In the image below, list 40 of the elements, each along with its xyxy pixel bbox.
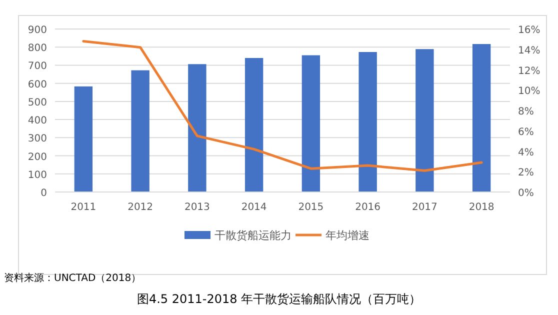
y2-tick-label: 4%	[518, 147, 534, 158]
y2-tick-label: 8%	[518, 106, 534, 118]
bar	[188, 64, 206, 192]
y-tick-label: 0	[40, 188, 47, 199]
x-tick-label: 2012	[128, 202, 154, 213]
y2-tick-label: 16%	[518, 25, 540, 36]
y2-tick-label: 2%	[518, 168, 534, 179]
y-tick-label: 600	[28, 79, 47, 90]
x-tick-label: 2014	[241, 202, 267, 213]
bar	[472, 44, 491, 192]
y2-tick-label: 10%	[518, 86, 540, 98]
y-tick-label: 800	[28, 43, 47, 54]
x-tick-label: 2016	[355, 202, 381, 213]
y-tick-label: 400	[28, 116, 47, 127]
y2-tick-label: 14%	[518, 45, 540, 56]
x-tick-label: 2015	[298, 202, 324, 213]
x-tick-label: 2011	[70, 202, 96, 213]
bar	[131, 70, 150, 192]
y2-tick-label: 6%	[518, 126, 534, 138]
legend-label: 年均增速	[326, 229, 370, 242]
y2-tick-label: 12%	[518, 66, 540, 77]
y-tick-label: 700	[28, 61, 47, 72]
bar	[302, 55, 320, 192]
y2-tick-label: 0%	[518, 188, 534, 199]
bar	[416, 49, 434, 192]
x-tick-label: 2013	[184, 202, 210, 213]
y-tick-label: 500	[28, 97, 47, 108]
legend-label: 干散货船运能力	[214, 229, 292, 242]
text: 图4.5 2011-2018 年干散货运输船队情况（百万吨）	[136, 292, 422, 306]
text: 资料来源：UNCTAD（2018）	[4, 272, 142, 284]
y-tick-label: 200	[28, 152, 47, 163]
bar	[244, 58, 264, 192]
y-tick-label: 900	[28, 25, 47, 36]
x-tick-label: 2017	[412, 202, 438, 213]
y-tick-label: 100	[28, 170, 47, 181]
y-tick-label: 300	[28, 134, 47, 145]
line-series	[82, 40, 483, 172]
bar	[358, 52, 377, 192]
x-tick-label: 2018	[468, 202, 494, 213]
bar	[74, 86, 93, 192]
